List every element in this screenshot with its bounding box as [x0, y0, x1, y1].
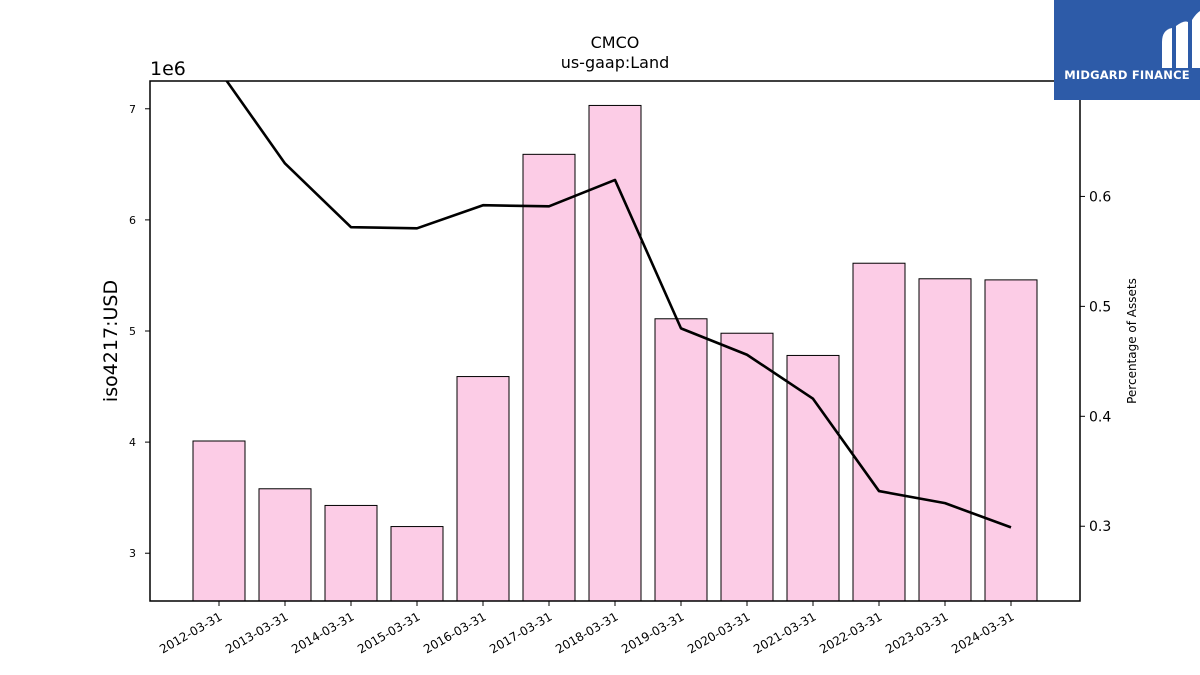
- x-tick-label-2013-03-31: 2013-03-31: [223, 609, 290, 656]
- bar-2015-03-31: [390, 526, 444, 602]
- x-tick-label-2014-03-31: 2014-03-31: [289, 609, 356, 656]
- y-tick-label-4: 4: [129, 436, 136, 449]
- brand-logo: MIDGARD FINANCE: [1054, 0, 1200, 100]
- chart-title: CMCO: [591, 33, 640, 52]
- bar-2019-03-31: [654, 318, 708, 602]
- bar-2021-03-31: [786, 354, 840, 602]
- bar-2014-03-31: [324, 504, 378, 602]
- brand-name: MIDGARD FINANCE: [1064, 68, 1190, 82]
- bar-2022-03-31: [852, 262, 906, 602]
- x-tick-label-2017-03-31: 2017-03-31: [487, 609, 554, 656]
- x-tick-label-2021-03-31: 2021-03-31: [751, 609, 818, 656]
- x-tick-label-2018-03-31: 2018-03-31: [553, 609, 620, 656]
- bar-2012-03-31: [192, 440, 246, 602]
- x-tick-label-2023-03-31: 2023-03-31: [883, 609, 950, 656]
- line-group: [225, 81, 1012, 529]
- bar-2017-03-31: [522, 153, 576, 602]
- y-tick-label-5: 5: [129, 325, 136, 338]
- x-tick-label-2022-03-31: 2022-03-31: [817, 609, 884, 656]
- x-tick-label-2016-03-31: 2016-03-31: [421, 609, 488, 656]
- chart-subtitle: us-gaap:Land: [561, 53, 670, 72]
- y-multiplier-label: 1e6: [150, 58, 186, 80]
- bar-2016-03-31: [456, 376, 510, 602]
- bar-2024-03-31: [984, 279, 1038, 602]
- y-tick-label-6: 6: [129, 214, 136, 227]
- x-tick-label-2024-03-31: 2024-03-31: [949, 609, 1016, 656]
- bar-2023-03-31: [918, 278, 972, 602]
- y2-axis-label: Percentage of Assets: [1125, 278, 1139, 404]
- y2-tick-label-0.4: 0.4: [1089, 409, 1111, 425]
- y-tick-label-3: 3: [129, 547, 136, 560]
- x-tick-label-2019-03-31: 2019-03-31: [619, 609, 686, 656]
- y2-tick-label-0.5: 0.5: [1089, 299, 1111, 315]
- y-tick-label-7: 7: [129, 103, 136, 116]
- y2-tick-label-0.3: 0.3: [1089, 519, 1111, 535]
- bar-2013-03-31: [258, 488, 312, 602]
- percentage-line: [225, 81, 1012, 529]
- logo-mark-icon: [1162, 11, 1200, 68]
- x-tick-label-2012-03-31: 2012-03-31: [157, 609, 224, 656]
- y2-tick-label-0.6: 0.6: [1089, 189, 1111, 205]
- y-axis-label: iso4217:USD: [100, 280, 122, 402]
- x-tick-label-2015-03-31: 2015-03-31: [355, 609, 422, 656]
- bar-2020-03-31: [720, 332, 774, 602]
- x-tick-label-2020-03-31: 2020-03-31: [685, 609, 752, 656]
